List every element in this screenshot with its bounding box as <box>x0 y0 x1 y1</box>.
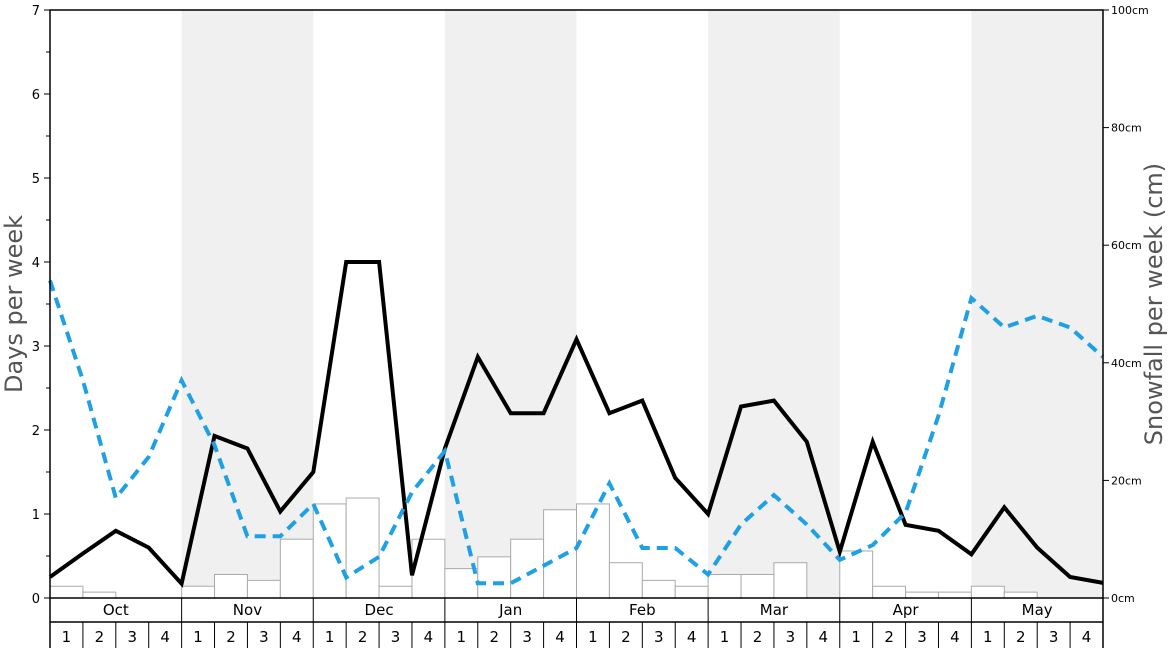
week-label: 1 <box>588 628 598 646</box>
month-label: Apr <box>893 601 920 619</box>
month-label: Jan <box>498 601 522 619</box>
month-label: May <box>1022 601 1053 619</box>
y2-tick-label: 60cm <box>1111 239 1142 252</box>
week-label: 2 <box>226 628 236 646</box>
week-label: 1 <box>325 628 335 646</box>
bar <box>444 568 479 599</box>
bar <box>345 497 380 599</box>
month-shade-may <box>971 10 1103 598</box>
y-tick-label: 7 <box>32 4 40 19</box>
week-label: 3 <box>917 628 927 646</box>
bar <box>181 585 216 599</box>
month-label: Feb <box>629 601 656 619</box>
month-label: Mar <box>760 601 789 619</box>
y2-axis-label: Snowfall per week (cm) <box>1140 163 1168 445</box>
bar <box>411 538 446 599</box>
month-label: Oct <box>103 601 129 619</box>
week-label: 3 <box>391 628 401 646</box>
bar <box>246 579 281 599</box>
week-label: 1 <box>851 628 861 646</box>
bar <box>312 503 347 599</box>
week-label: 1 <box>457 628 467 646</box>
month-shade-jan <box>444 10 577 598</box>
week-label: 4 <box>424 628 434 646</box>
week-label: 2 <box>884 628 894 646</box>
month-label: Nov <box>233 601 262 619</box>
month-shading <box>181 10 1103 598</box>
week-label: 4 <box>160 628 170 646</box>
bar <box>905 591 939 599</box>
week-label: 1 <box>62 628 72 646</box>
bar <box>872 585 907 599</box>
week-label: 2 <box>1016 628 1026 646</box>
week-label: 4 <box>1082 628 1092 646</box>
bar <box>378 585 413 599</box>
week-label: 1 <box>720 628 730 646</box>
month-label: Dec <box>365 601 394 619</box>
y-axis-label: Days per week <box>0 215 28 393</box>
week-label: 1 <box>983 628 993 646</box>
y2-tick-label: 100cm <box>1111 4 1149 17</box>
week-label: 3 <box>127 628 137 646</box>
week-label: 3 <box>654 628 664 646</box>
bar <box>543 509 577 599</box>
week-label: 4 <box>687 628 697 646</box>
bar <box>970 585 1005 599</box>
week-label: 4 <box>950 628 960 646</box>
bar <box>937 591 972 599</box>
bar <box>608 562 643 599</box>
bar <box>477 556 512 599</box>
bar <box>82 591 117 599</box>
week-label: 2 <box>358 628 368 646</box>
bar <box>576 503 610 599</box>
week-label: 2 <box>95 628 105 646</box>
month-shade-mar <box>708 10 840 598</box>
bar <box>641 579 676 599</box>
bar <box>49 585 84 599</box>
y2-tick-label: 80cm <box>1111 122 1142 135</box>
week-label: 4 <box>292 628 302 646</box>
y-tick-label: 6 <box>32 88 40 103</box>
week-label: 4 <box>819 628 829 646</box>
snow-days-line <box>48 260 1104 588</box>
bar <box>674 585 709 599</box>
week-label: 3 <box>1049 628 1059 646</box>
month-labels: Oct Nov Dec Jan Feb Mar Apr May <box>49 598 1104 648</box>
week-label: 2 <box>489 628 499 646</box>
bar <box>707 573 742 599</box>
y-tick-label: 0 <box>32 592 40 607</box>
week-label: 3 <box>259 628 269 646</box>
bar <box>1003 591 1038 599</box>
y-tick-label: 4 <box>32 256 40 271</box>
data-lines <box>48 260 1105 588</box>
month-shade-nov <box>181 10 314 598</box>
right-axis: 0cm 20cm 40cm 60cm 80cm 100cm <box>1103 4 1149 605</box>
y-tick-label: 5 <box>32 172 40 187</box>
y-tick-label: 3 <box>32 340 40 355</box>
bar <box>510 538 545 599</box>
week-labels: 1 2 3 4 1 2 3 4 1 2 3 4 1 2 3 4 1 2 3 4 1 2 3 4 1 2 3 4 1 2 3 4 <box>62 622 1092 648</box>
bar <box>214 573 248 599</box>
y-tick-label: 1 <box>32 508 40 523</box>
snowfall-line <box>48 279 1105 586</box>
y2-tick-label: 0cm <box>1111 592 1135 605</box>
left-axis: 0 1 2 3 4 5 6 7 <box>32 4 50 607</box>
week-label: 2 <box>621 628 631 646</box>
bar <box>773 562 808 599</box>
y2-tick-label: 20cm <box>1111 474 1142 487</box>
bar <box>279 538 314 599</box>
y2-tick-label: 40cm <box>1111 357 1142 370</box>
week-label: 3 <box>786 628 796 646</box>
bar <box>740 573 775 599</box>
week-label: 2 <box>753 628 763 646</box>
y-tick-label: 2 <box>32 424 40 439</box>
week-label: 4 <box>555 628 565 646</box>
week-label: 1 <box>193 628 203 646</box>
week-label: 3 <box>522 628 532 646</box>
